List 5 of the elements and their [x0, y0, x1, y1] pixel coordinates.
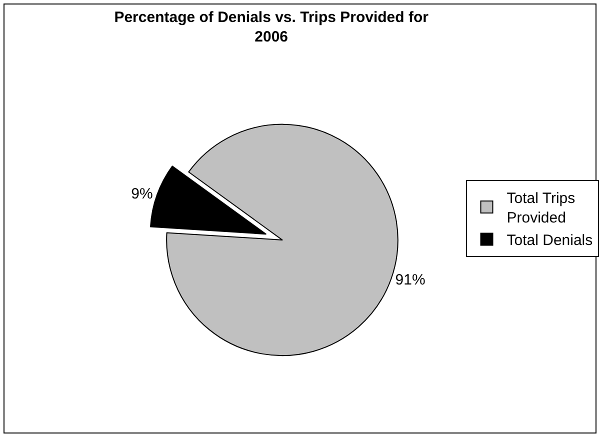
legend-label: Total Denials: [506, 232, 593, 250]
data-label: 9%: [131, 185, 153, 202]
legend-label: Total Trips Provided: [506, 190, 576, 227]
chart-title: Percentage of Denials vs. Trips Provided for 2006: [114, 8, 429, 46]
data-label: 91%: [395, 272, 426, 289]
